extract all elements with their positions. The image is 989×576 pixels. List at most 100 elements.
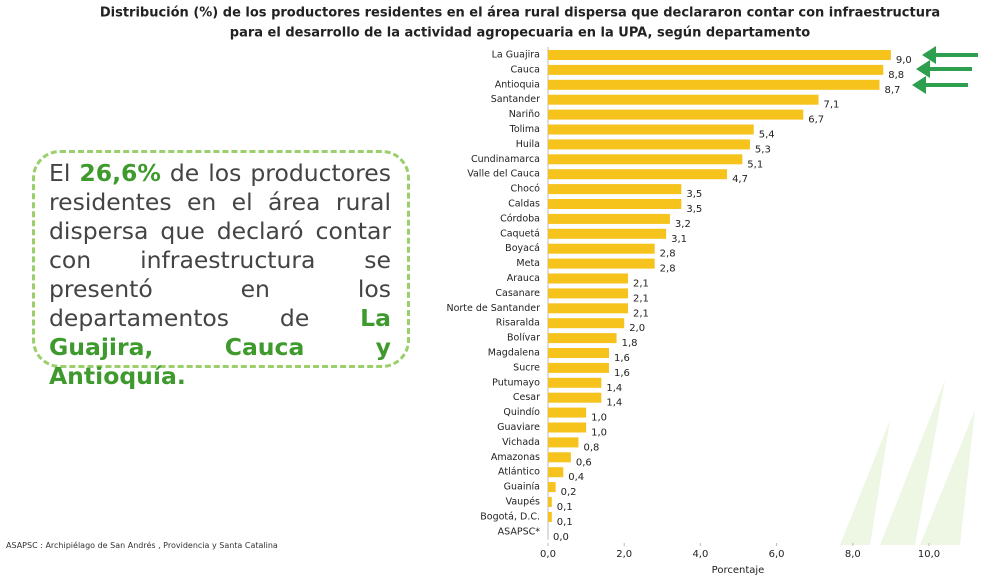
bar bbox=[548, 213, 670, 224]
bar bbox=[548, 407, 587, 418]
x-axis-label: Porcentaje bbox=[712, 565, 765, 576]
bar bbox=[548, 333, 617, 344]
decor-grass bbox=[840, 380, 975, 545]
callout-text: El bbox=[49, 159, 80, 187]
y-tick-label: Nariño bbox=[509, 109, 540, 120]
arrows bbox=[912, 46, 978, 94]
arrow-head bbox=[916, 60, 930, 78]
y-tick-label: Quindío bbox=[503, 407, 540, 418]
bar bbox=[548, 258, 655, 269]
value-label: 0,4 bbox=[568, 472, 584, 483]
bar bbox=[548, 228, 667, 239]
y-tick-label: Arauca bbox=[507, 273, 540, 284]
value-label: 3,5 bbox=[686, 189, 702, 200]
bar bbox=[548, 422, 587, 433]
y-tick-label: Cundinamarca bbox=[471, 154, 540, 165]
value-label: 9,0 bbox=[896, 55, 912, 66]
y-tick-label: ASAPSC* bbox=[498, 526, 541, 537]
bar bbox=[548, 64, 884, 75]
value-label: 0,0 bbox=[553, 532, 569, 543]
bar bbox=[548, 199, 682, 209]
value-label: 2,1 bbox=[633, 279, 649, 290]
y-tick-label: Antioquia bbox=[495, 79, 540, 90]
y-tick-label: Bolívar bbox=[507, 333, 540, 344]
y-tick-label: Chocó bbox=[510, 184, 540, 195]
value-label: 0,8 bbox=[583, 442, 599, 453]
bar bbox=[548, 362, 609, 373]
y-tick-label: Tolima bbox=[509, 124, 540, 135]
value-label: 3,1 bbox=[671, 234, 687, 245]
bar bbox=[548, 243, 655, 254]
value-label: 1,4 bbox=[606, 398, 622, 409]
y-tick-label: La Guajira bbox=[492, 50, 540, 61]
footnote: ASAPSC : Archipiélago de San Andrés , Pr… bbox=[6, 541, 278, 550]
bar bbox=[548, 511, 552, 522]
x-tick-label: 8,0 bbox=[845, 549, 861, 560]
value-label: 4,7 bbox=[732, 174, 748, 185]
y-tick-label: Norte de Santander bbox=[446, 303, 540, 314]
x-tick-label: 4,0 bbox=[692, 549, 708, 560]
callout: El 26,6% de los productores residentes e… bbox=[32, 150, 410, 390]
bar bbox=[548, 437, 579, 448]
y-tick-label: Vaupés bbox=[506, 497, 540, 508]
bar bbox=[548, 94, 819, 105]
y-tick-label: Casanare bbox=[495, 288, 540, 299]
y-tick-label: Boyacá bbox=[505, 243, 540, 254]
value-label: 0,1 bbox=[557, 502, 573, 513]
bar bbox=[548, 50, 891, 60]
value-label: 1,0 bbox=[591, 428, 607, 439]
y-tick-label: Cesar bbox=[513, 392, 540, 403]
value-label: 3,5 bbox=[686, 204, 702, 215]
y-tick-label: Meta bbox=[516, 258, 540, 269]
x-tick-label: 0,0 bbox=[540, 549, 556, 560]
value-label: 5,1 bbox=[747, 159, 763, 170]
bar bbox=[548, 482, 556, 493]
callout-text: 26,6% bbox=[79, 159, 161, 187]
value-label: 2,8 bbox=[660, 249, 676, 260]
grass bbox=[840, 420, 890, 545]
value-label: 7,1 bbox=[824, 100, 840, 111]
bar bbox=[548, 467, 564, 478]
chart-title: Distribución (%) de los productores resi… bbox=[100, 6, 940, 21]
chart-title: para el desarrollo de la actividad agrop… bbox=[230, 26, 811, 41]
bar bbox=[548, 154, 743, 165]
bar bbox=[548, 273, 629, 284]
bar bbox=[548, 452, 571, 463]
value-label: 2,1 bbox=[633, 293, 649, 304]
bar bbox=[548, 184, 682, 195]
y-tick-label: Guaviare bbox=[497, 422, 540, 433]
grass bbox=[880, 380, 945, 545]
value-label: 0,6 bbox=[576, 457, 592, 468]
callout-text: La Guajira, Cauca y Antioquía. bbox=[49, 304, 391, 390]
grass bbox=[920, 410, 975, 545]
value-label: 1,8 bbox=[622, 338, 638, 349]
value-label: 1,6 bbox=[614, 368, 630, 379]
bar bbox=[548, 288, 629, 299]
y-tick-label: Amazonas bbox=[491, 452, 540, 463]
bar bbox=[548, 497, 552, 507]
y-tick-label: Bogotá, D.C. bbox=[480, 511, 540, 522]
y-tick-label: Magdalena bbox=[488, 348, 540, 359]
arrow-head bbox=[912, 76, 926, 94]
bar bbox=[548, 139, 750, 150]
y-tick-label: Valle del Cauca bbox=[467, 169, 540, 180]
value-label: 5,4 bbox=[759, 130, 775, 141]
value-label: 2,1 bbox=[633, 308, 649, 319]
value-label: 2,8 bbox=[660, 264, 676, 275]
y-tick-label: Vichada bbox=[502, 437, 540, 448]
bar bbox=[548, 303, 629, 314]
y-tick-label: Caldas bbox=[508, 199, 540, 210]
y-tick-label: Cauca bbox=[510, 64, 540, 75]
bar bbox=[548, 392, 602, 403]
y-tick-label: Sucre bbox=[513, 362, 540, 373]
value-label: 1,6 bbox=[614, 353, 630, 364]
value-label: 1,4 bbox=[606, 383, 622, 394]
y-tick-label: Guainía bbox=[504, 482, 540, 493]
bar bbox=[548, 377, 602, 388]
bar bbox=[548, 124, 754, 135]
y-tick-label: Caquetá bbox=[500, 228, 540, 239]
x-tick-label: 6,0 bbox=[769, 549, 785, 560]
bar bbox=[548, 318, 625, 329]
